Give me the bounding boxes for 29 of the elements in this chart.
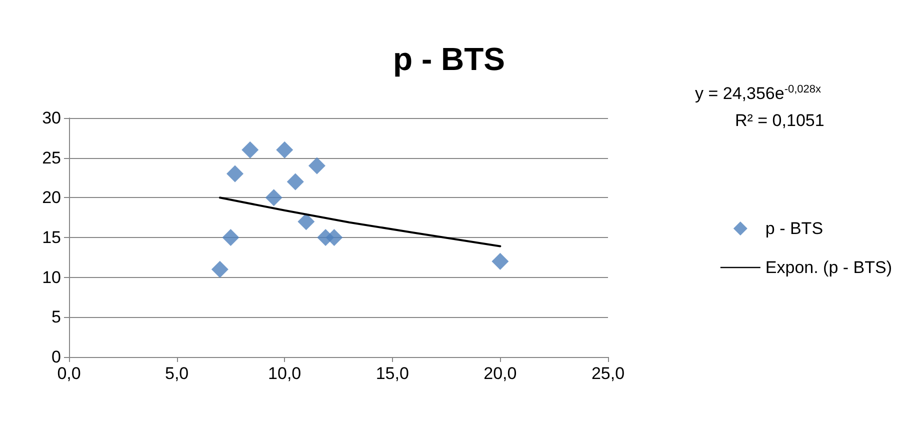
point <box>308 157 326 174</box>
legend-label: p - BTS <box>765 219 824 238</box>
x-tick-label: 5,0 <box>164 364 189 383</box>
y-tick-label: 20 <box>42 188 61 208</box>
y-tick-label: 30 <box>42 108 61 128</box>
point <box>326 229 343 246</box>
point <box>492 252 509 270</box>
point <box>222 229 240 246</box>
chart-title: p - BTS <box>393 41 505 77</box>
x-tick-label: 0,0 <box>57 364 81 383</box>
y-tick-label: 5 <box>52 308 61 327</box>
legend-label: Expon. (p - BTS) <box>765 258 892 277</box>
text: R² = 0,1051 <box>735 111 824 130</box>
point <box>286 173 304 190</box>
y-tick-label: 25 <box>42 148 61 168</box>
x-tick-label: 25,0 <box>591 364 625 383</box>
point <box>211 260 228 278</box>
y-tick-label: 10 <box>42 268 61 287</box>
x-tick-label: 20,0 <box>484 364 517 383</box>
point <box>226 165 244 182</box>
point <box>242 141 259 158</box>
point <box>298 213 315 230</box>
line-series <box>218 196 502 248</box>
point <box>265 189 282 206</box>
point <box>276 141 294 158</box>
x-tick-label: 15,0 <box>376 364 409 383</box>
y-tick-label: 0 <box>52 348 61 366</box>
x-tick-label: 10,0 <box>268 364 302 383</box>
y-tick-label: 15 <box>42 228 61 247</box>
